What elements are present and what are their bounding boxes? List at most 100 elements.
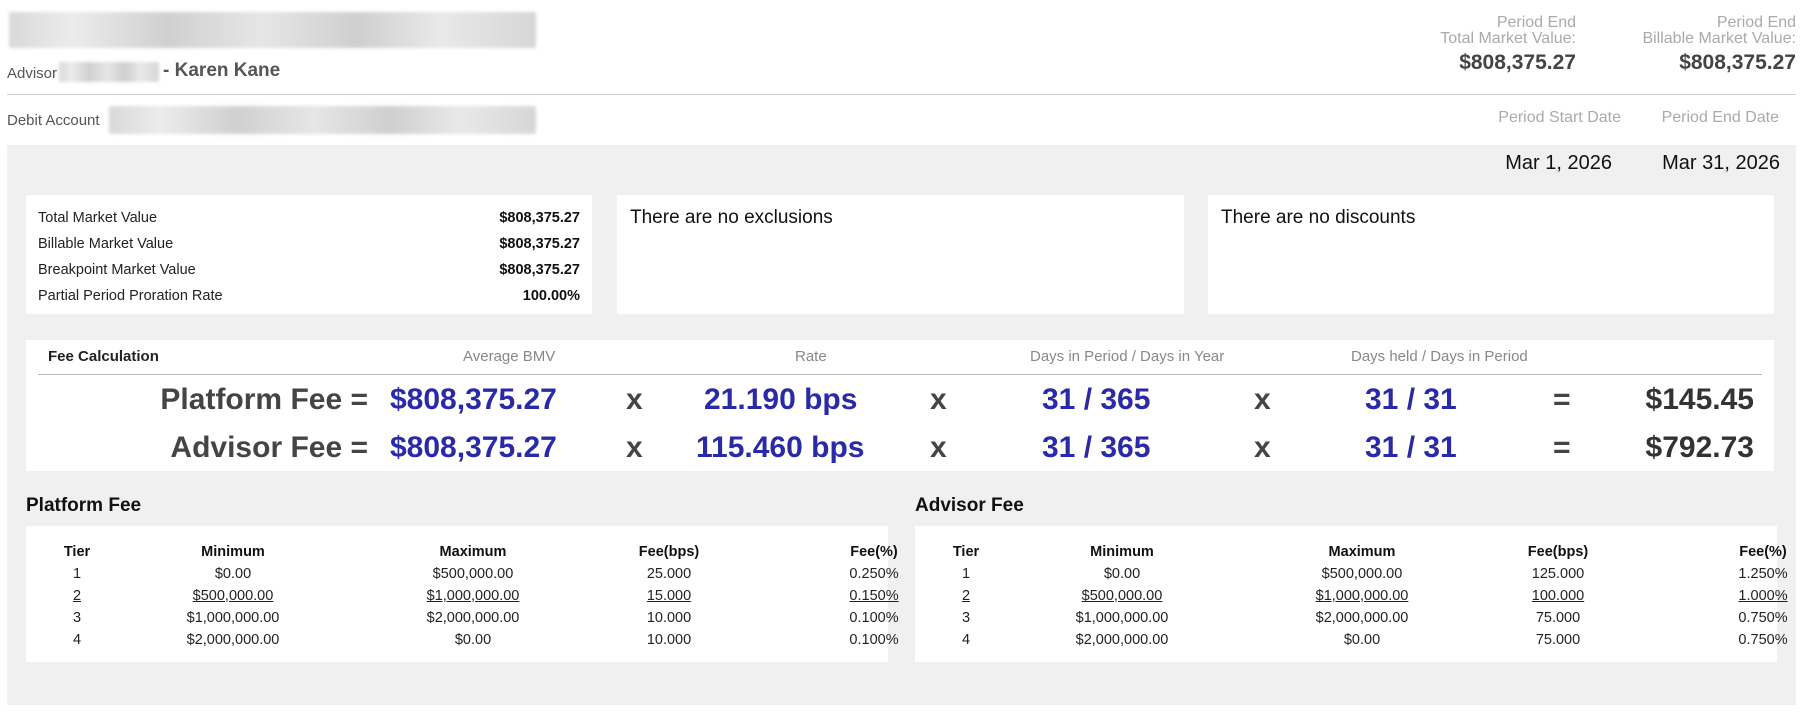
- tmv-label-line2: Total Market Value:: [1440, 30, 1576, 47]
- redacted-debit-account: [108, 106, 536, 134]
- advisor-name: - Karen Kane: [163, 60, 281, 81]
- col-average-bmv: Average BMV: [463, 348, 556, 365]
- minimum-cell: $1,000,000.00: [1075, 610, 1169, 626]
- summary-label: Partial Period Proration Rate: [38, 288, 223, 304]
- equals-sign: =: [1553, 431, 1571, 464]
- col-days-held: Days held / Days in Period: [1351, 348, 1528, 365]
- fee-bps-cell: 75.000: [1535, 632, 1581, 648]
- days-ratio-value: 31 / 365: [1042, 383, 1151, 416]
- average-bmv-value: $808,375.27: [390, 383, 557, 416]
- summary-row: Breakpoint Market Value $808,375.27: [38, 257, 580, 283]
- average-bmv-value: $808,375.27: [390, 431, 557, 464]
- discounts-card: There are no discounts: [1208, 195, 1774, 314]
- advisor-label: Advisor: [7, 65, 58, 82]
- fee-pct-cell: 1.250%: [1738, 566, 1788, 582]
- minimum-cell: $500,000.00: [1081, 588, 1163, 604]
- multiply-sign: x: [930, 431, 947, 464]
- rate-value: 21.190 bps: [704, 383, 858, 416]
- period-end-billable-market-value: Period End Billable Market Value: $808,3…: [1642, 15, 1796, 75]
- tier-cell: 1: [961, 566, 971, 582]
- debit-account-label: Debit Account: [7, 111, 100, 129]
- col-days-in-period: Days in Period / Days in Year: [1030, 348, 1225, 365]
- tier-column-header: Tier: [63, 544, 91, 560]
- tier-column-header: Tier: [952, 544, 980, 560]
- tier-column-header: Fee(%): [1739, 544, 1787, 560]
- summary-label: Total Market Value: [38, 210, 158, 226]
- tmv-value: $808,375.27: [1459, 51, 1576, 74]
- multiply-sign: x: [1254, 383, 1271, 416]
- summary-label: Breakpoint Market Value: [38, 262, 196, 278]
- fee-pct-cell: 0.150%: [849, 588, 899, 604]
- market-value-summary: Total Market Value $808,375.27 Billable …: [26, 195, 592, 314]
- tier-column-header: Minimum: [1090, 544, 1154, 560]
- tier-column-header: Maximum: [1328, 544, 1396, 560]
- fee-name: Advisor Fee =: [170, 431, 368, 464]
- fee-calculation-header: Fee Calculation Average BMV Rate Days in…: [38, 340, 1762, 375]
- held-ratio-value: 31 / 31: [1365, 431, 1457, 464]
- tier-row: 1 $0.00 $500,000.00 25.000 0.250%: [26, 563, 899, 585]
- multiply-sign: x: [1254, 431, 1271, 464]
- fee-calculation-card: Fee Calculation Average BMV Rate Days in…: [26, 340, 1774, 471]
- redacted-advisor-id: [59, 62, 160, 82]
- tier-row: 2 $500,000.00 $1,000,000.00 100.000 1.000%: [915, 585, 1788, 607]
- tier-row: 2 $500,000.00 $1,000,000.00 15.000 0.150%: [26, 585, 899, 607]
- platform-fee-calc-row: Platform Fee = $808,375.27 x 21.190 bps …: [26, 378, 1774, 422]
- exclusions-card: There are no exclusions: [617, 195, 1184, 314]
- bmv-value: $808,375.27: [1679, 51, 1796, 74]
- advisor-fee-tier-table: Tier Minimum Maximum Fee(bps) Fee(%) 1 $0.00 $5…: [915, 526, 1788, 662]
- fee-calculation-title: Fee Calculation: [48, 348, 159, 365]
- held-ratio-value: 31 / 31: [1365, 383, 1457, 416]
- days-ratio-value: 31 / 365: [1042, 431, 1151, 464]
- header-divider: [7, 94, 1796, 95]
- col-rate: Rate: [795, 348, 827, 365]
- tier-cell: 4: [961, 632, 971, 648]
- summary-value: $808,375.27: [499, 236, 580, 252]
- fee-bps-cell: 10.000: [646, 632, 692, 648]
- tier-column-header: Fee(bps): [638, 544, 700, 560]
- minimum-cell: $1,000,000.00: [186, 610, 280, 626]
- minimum-cell: $0.00: [214, 566, 252, 582]
- fee-bps-cell: 100.000: [1531, 588, 1585, 604]
- period-end-value: Mar 31, 2026: [1662, 152, 1780, 174]
- fee-pct-cell: 0.100%: [849, 632, 899, 648]
- fee-bps-cell: 10.000: [646, 610, 692, 626]
- tier-column-header: Fee(%): [850, 544, 898, 560]
- platform-fee-tier-table: Tier Minimum Maximum Fee(bps) Fee(%) 1 $0.00 $5…: [26, 526, 899, 662]
- summary-value: $808,375.27: [499, 262, 580, 278]
- tier-row: 4 $2,000,000.00 $0.00 10.000 0.100%: [26, 629, 899, 651]
- period-start-label: Period Start Date: [1498, 109, 1621, 126]
- fee-pct-cell: 0.750%: [1738, 632, 1788, 648]
- tier-row: 3 $1,000,000.00 $2,000,000.00 75.000 0.750%: [915, 607, 1788, 629]
- summary-label: Billable Market Value: [38, 236, 174, 252]
- bmv-label-line2: Billable Market Value:: [1642, 30, 1796, 47]
- minimum-cell: $0.00: [1103, 566, 1141, 582]
- maximum-cell: $1,000,000.00: [426, 588, 520, 604]
- fee-bps-cell: 15.000: [646, 588, 692, 604]
- fee-name: Platform Fee =: [160, 383, 368, 416]
- discounts-text: There are no discounts: [1221, 207, 1416, 228]
- tier-cell: 2: [961, 588, 971, 604]
- tier-row: 3 $1,000,000.00 $2,000,000.00 10.000 0.100%: [26, 607, 899, 629]
- tier-column-header: Fee(bps): [1527, 544, 1589, 560]
- fee-pct-cell: 0.100%: [849, 610, 899, 626]
- tier-cell: 3: [72, 610, 82, 626]
- tmv-label-line1: Period End: [1496, 14, 1576, 31]
- multiply-sign: x: [626, 431, 643, 464]
- tier-column-header: Minimum: [201, 544, 265, 560]
- tier-header-row: Tier Minimum Maximum Fee(bps) Fee(%): [26, 541, 898, 563]
- minimum-cell: $500,000.00: [192, 588, 274, 604]
- tier-cell: 3: [961, 610, 971, 626]
- tier-header-row: Tier Minimum Maximum Fee(bps) Fee(%): [915, 541, 1787, 563]
- period-end-total-market-value: Period End Total Market Value: $808,375.…: [1440, 15, 1576, 75]
- period-start-value: Mar 1, 2026: [1505, 152, 1612, 174]
- debit-account: Debit Account: [7, 106, 536, 134]
- tier-row: 1 $0.00 $500,000.00 125.000 1.250%: [915, 563, 1788, 585]
- fee-pct-cell: 0.750%: [1738, 610, 1788, 626]
- maximum-cell: $1,000,000.00: [1315, 588, 1409, 604]
- rate-value: 115.460 bps: [696, 431, 865, 464]
- tier-cell: 1: [72, 566, 82, 582]
- summary-row: Partial Period Proration Rate 100.00%: [38, 283, 580, 309]
- exclusions-text: There are no exclusions: [630, 207, 833, 228]
- fee-result: $792.73: [1645, 431, 1754, 464]
- tier-cell: 2: [72, 588, 82, 604]
